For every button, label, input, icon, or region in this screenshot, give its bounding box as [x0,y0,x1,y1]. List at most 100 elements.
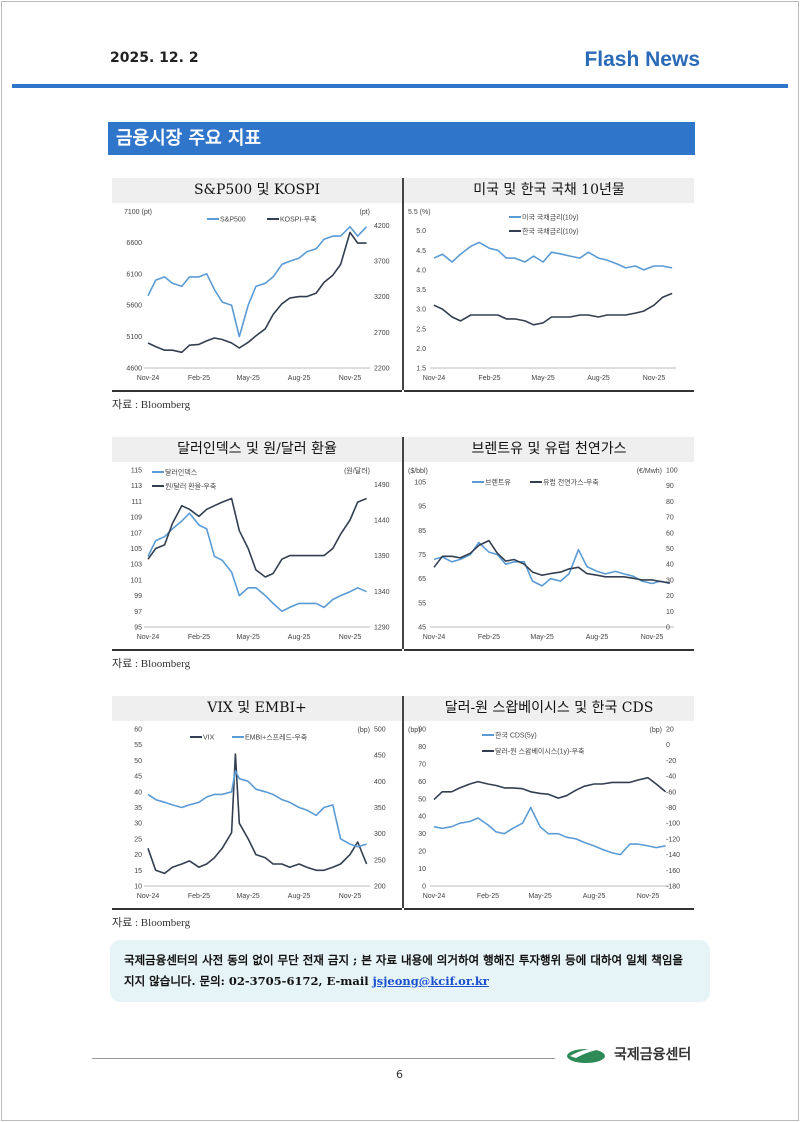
y-tick-label: 20 [418,849,426,856]
series-line [433,806,666,856]
y-tick-label: 45 [418,625,426,632]
y2-tick-label: 0 [666,742,670,749]
y-tick-label: 4.5 [416,248,426,255]
y-tick-label: 99 [134,593,142,600]
y-tick-label: 15 [134,868,142,875]
y2-tick-label: 100 [666,468,678,475]
y-tick-label: 60 [418,779,426,786]
y2-tick-label: 1290 [374,625,390,632]
x-tick-label: Nov-25 [641,634,664,641]
y2-tick-label: 200 [374,884,386,891]
x-tick-label: May-25 [530,634,553,641]
y-tick-label: 4600 [126,366,142,373]
series-line [433,776,667,801]
y2-tick-label: 3700 [374,258,390,265]
chart-sp500-kospi: 4600 5100 5600 6100 6600 2200 2700 3200 3700 4200… [124,209,390,382]
legend-label: S&P500 [220,217,246,224]
y-tick-label: 105 [414,480,426,487]
chart-panel: 브렌트유 및 유럽 천연가스 45 55 65 75 85 95 105 0 10 20 30 40 50… [404,437,694,651]
y2-tick-label: 30 [666,577,674,584]
y-tick-label: 101 [130,577,142,584]
series-line [147,231,367,354]
series-line [147,225,368,338]
legend-label: 한국 국채금리(10y) [522,227,579,236]
y2-tick-label: 350 [374,805,386,812]
x-tick-label: Feb-25 [188,634,210,641]
x-tick-label: Feb-25 [188,375,210,382]
y-tick-label: 95 [134,625,142,632]
legend-label: 브렌트유 [485,478,511,487]
x-tick-label: Nov-25 [339,893,362,900]
y-tick-label: 90 [418,727,426,734]
panel-divider [402,437,404,649]
y-tick-label: 60 [134,727,142,734]
y2-tick-label: -160 [666,868,680,875]
x-tick-label: Feb-25 [477,893,499,900]
y-tick-label: 3.5 [416,287,426,294]
legend-label: EMBI+스프레드-우축 [245,733,308,742]
chart-title: 브렌트유 및 유럽 천연가스 [404,437,694,462]
x-tick-label: Nov-25 [339,375,362,382]
right-axis-unit: (bp) [650,727,662,734]
footer-divider [92,1058,555,1059]
x-tick-label: May-25 [531,375,554,382]
y2-tick-label: 1390 [374,553,390,560]
series-line [433,241,673,271]
y-tick-label: 105 [130,546,142,553]
brand-title: Flash News [584,48,700,71]
right-axis-unit: (pt) [360,209,371,216]
left-axis-unit: 5.5 (%) [408,209,431,216]
y2-tick-label: -100 [666,821,680,828]
legend-label: 유럽 천연가스-우축 [543,478,599,487]
report-date: 2025. 12. 2 [110,50,199,66]
x-tick-label: Nov-24 [423,634,446,641]
contact-email-link[interactable]: jsjeong@kcif.or.kr [372,974,489,988]
logo-text: 국제금융센터 [614,1047,692,1063]
legend-label: 한국 CDS(5y) [495,732,537,740]
y-tick-label: 40 [134,789,142,796]
x-tick-label: Aug-25 [288,634,311,641]
y2-tick-label: 2700 [374,330,390,337]
y-tick-label: 2.5 [416,326,426,333]
x-tick-label: Feb-25 [478,375,500,382]
y-tick-label: 4.0 [416,267,426,274]
y-tick-label: 50 [134,758,142,765]
y-tick-label: 25 [134,836,142,843]
left-axis-unit: 7100 (pt) [124,209,152,216]
y2-tick-label: -40 [666,774,676,781]
y-tick-label: 111 [131,499,142,506]
y-tick-label: 107 [130,530,142,537]
source-note: 자료 : Bloomberg [112,917,191,929]
disclaimer-text: 국제금융센터의 사전 동의 없이 무단 전재 금지 ; 본 자료 내용에 의거하… [124,953,683,988]
x-tick-label: Feb-25 [188,893,210,900]
panel-divider [402,696,404,908]
y-tick-label: 6600 [126,240,142,247]
y2-tick-label: 10 [666,609,674,616]
x-tick-label: Aug-25 [583,893,606,900]
y-tick-label: 10 [134,884,142,891]
chart-panel: 달러-원 스왑베이시스 및 한국 CDS 0 10 20 30 40 50 60 70 80 90 -… [404,696,694,910]
legend-label: 원/달러 환율-우축 [165,482,217,491]
y2-tick-label: 400 [374,779,386,786]
y2-tick-label: 80 [666,499,674,506]
y-tick-label: 65 [418,576,426,583]
y2-tick-label: 1490 [374,482,390,489]
legend-label: 달러인덱스 [165,468,198,477]
panel-divider [402,178,404,390]
y-tick-label: 6100 [126,271,142,278]
x-tick-label: Feb-25 [478,634,500,641]
series-line [433,541,671,587]
logo-swoosh-icon [567,1047,608,1063]
y2-tick-label: 4200 [374,223,390,230]
x-tick-label: Aug-25 [288,375,311,382]
y2-tick-label: 20 [666,727,674,734]
x-tick-label: May-25 [236,375,259,382]
chart-panel: 달러인덱스 및 원/달러 환율 95 97 99 101 103 105 107 109 111 1… [112,437,402,651]
x-tick-label: Nov-24 [137,375,160,382]
y2-tick-label: -80 [666,805,676,812]
y-tick-label: 115 [131,468,142,475]
disclaimer-box: 국제금융센터의 사전 동의 없이 무단 전재 금지 ; 본 자료 내용에 의거하… [110,940,710,1002]
chart-brent-gas: 45 55 65 75 85 95 105 0 10 20 30 40 50 60 70 80 90 100 ($/… [408,468,678,642]
chart-title: 달러-원 스왑베이시스 및 한국 CDS [404,696,694,721]
series-line [147,753,368,875]
